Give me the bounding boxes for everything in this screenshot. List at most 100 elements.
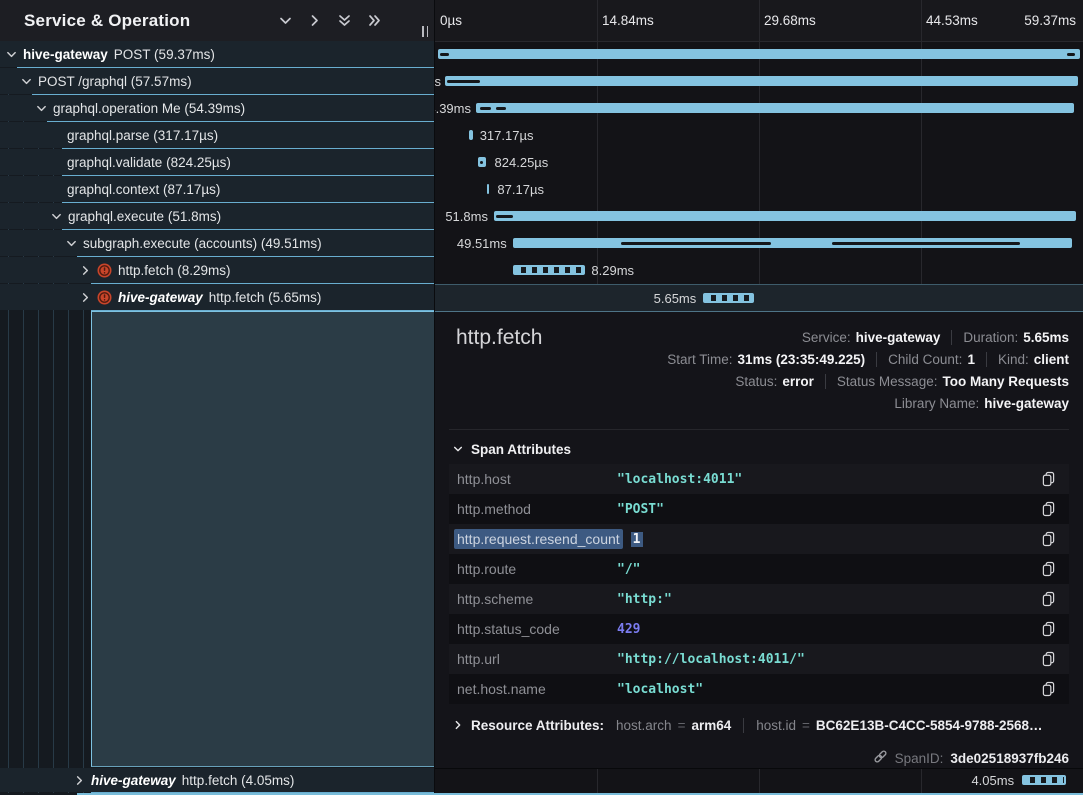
attribute-row: http.route "/"	[449, 554, 1069, 584]
expand-all-icon[interactable]	[368, 14, 382, 27]
copy-icon[interactable]	[1042, 591, 1055, 607]
span-tree-panel: Service & Operation hive-gateway POST (5…	[0, 0, 434, 795]
attribute-key: net.host.name	[457, 681, 609, 697]
chevron-down-icon[interactable]	[66, 238, 77, 249]
meta-label: Start Time:	[667, 352, 732, 367]
span-bar[interactable]	[478, 157, 486, 167]
chevron-right-icon[interactable]	[74, 775, 85, 786]
axis-tick: 44.53ms	[926, 13, 978, 28]
span-label: graphql.context (87.17µs)	[67, 182, 220, 197]
span-attributes-header[interactable]: Span Attributes	[453, 442, 571, 457]
span-bar-row: 57.57ms	[435, 68, 1083, 95]
chevron-down-icon[interactable]	[21, 76, 32, 87]
span-bar[interactable]	[476, 103, 1074, 113]
service-name: hive-gateway	[23, 47, 108, 62]
axis-tick: 59.37ms	[1024, 13, 1076, 28]
tree-row-http-fetch-selected[interactable]: hive-gateway http.fetch (5.65ms)	[0, 284, 434, 311]
meta-label: Status Message:	[837, 374, 938, 389]
span-label: http.fetch (5.65ms)	[209, 290, 322, 305]
resource-value: arm64	[691, 718, 731, 733]
span-bar-error[interactable]	[513, 265, 586, 275]
span-label: POST /graphql (57.57ms)	[38, 74, 192, 89]
span-bar-row: 87.17µs	[435, 176, 1083, 203]
copy-icon[interactable]	[1042, 651, 1055, 667]
meta-value: 1	[967, 352, 975, 367]
span-label: http.fetch (4.05ms)	[182, 773, 295, 788]
chevron-down-icon[interactable]	[36, 103, 47, 114]
span-attributes-table: http.host "localhost:4011" http.method "…	[449, 464, 1069, 704]
span-bar-error[interactable]	[1022, 775, 1066, 785]
copy-icon[interactable]	[1042, 501, 1055, 517]
duration-label: 317.17µs	[480, 128, 534, 143]
copy-icon[interactable]	[1042, 621, 1055, 637]
tree-row-graphql-parse[interactable]: graphql.parse (317.17µs)	[0, 122, 434, 149]
panel-resize-handle[interactable]	[422, 26, 428, 37]
attribute-value: "localhost"	[617, 682, 1032, 697]
span-label: graphql.validate (824.25µs)	[67, 155, 231, 170]
span-bar-error[interactable]	[703, 293, 754, 303]
collapse-all-icon[interactable]	[338, 14, 351, 28]
span-id-row: SpanID: 3de02518937fb246	[873, 749, 1069, 767]
gridline	[597, 0, 598, 41]
span-bar-row: 51.8ms	[435, 203, 1083, 230]
tree-row-post-graphql[interactable]: POST /graphql (57.57ms)	[0, 68, 434, 95]
selected-span-highlight-area[interactable]	[91, 311, 434, 767]
tree-row-graphql-context[interactable]: graphql.context (87.17µs)	[0, 176, 434, 203]
tree-row-graphql-validate[interactable]: graphql.validate (824.25µs)	[0, 149, 434, 176]
meta-value: hive-gateway	[984, 396, 1069, 411]
chevron-right-icon	[453, 718, 463, 733]
attribute-key: http.request.resend_count	[454, 529, 623, 549]
meta-label: Service:	[802, 330, 851, 345]
span-bar-row: 8.29ms	[435, 257, 1083, 284]
chevron-right-icon[interactable]	[80, 265, 91, 276]
attribute-row: net.host.name "localhost"	[449, 674, 1069, 704]
expand-one-icon[interactable]	[309, 14, 321, 27]
attribute-key: http.status_code	[457, 621, 609, 637]
copy-icon[interactable]	[1042, 531, 1055, 547]
meta-value: error	[782, 374, 814, 389]
meta-value: 5.65ms	[1023, 330, 1069, 345]
copy-icon[interactable]	[1042, 561, 1055, 577]
timeline-panel: 0µs 14.84ms 29.68ms 44.53ms 59.37ms 57.5…	[434, 0, 1083, 795]
equals-sign: =	[802, 718, 810, 733]
axis-tick: 14.84ms	[602, 13, 654, 28]
tree-row-graphql-execute[interactable]: graphql.execute (51.8ms)	[0, 203, 434, 230]
link-icon[interactable]	[873, 749, 888, 767]
tree-row-graphql-operation[interactable]: graphql.operation Me (54.39ms)	[0, 95, 434, 122]
span-attributes-title: Span Attributes	[471, 442, 571, 457]
span-bar[interactable]	[438, 49, 1081, 59]
duration-label: 51.8ms	[445, 209, 488, 224]
service-name: hive-gateway	[118, 290, 203, 305]
duration-label: 49.51ms	[457, 236, 507, 251]
chevron-down-icon[interactable]	[51, 211, 62, 222]
meta-label: Child Count:	[888, 352, 962, 367]
span-bar[interactable]	[513, 238, 1072, 248]
chevron-right-icon[interactable]	[80, 292, 91, 303]
chevron-down-icon	[453, 442, 463, 457]
span-bar-row-selected[interactable]: 5.65ms	[435, 284, 1083, 311]
attribute-key: http.scheme	[457, 591, 609, 607]
resource-attributes-row[interactable]: Resource Attributes: host.arch = arm64 h…	[453, 718, 1055, 733]
meta-value: 31ms (23:35:49.225)	[738, 352, 866, 367]
meta-value: hive-gateway	[856, 330, 941, 345]
copy-icon[interactable]	[1042, 471, 1055, 487]
error-icon	[97, 290, 112, 305]
tree-row-http-fetch-bottom[interactable]: hive-gateway http.fetch (4.05ms)	[0, 768, 434, 793]
tree-row-hive-gateway-post[interactable]: hive-gateway POST (59.37ms)	[0, 41, 434, 68]
span-bars-area: 57.57ms 54.39ms 317.17µs 82	[435, 41, 1083, 311]
tree-row-subgraph-execute[interactable]: subgraph.execute (accounts) (49.51ms)	[0, 230, 434, 257]
attribute-row: http.scheme "http:"	[449, 584, 1069, 614]
span-label: graphql.parse (317.17µs)	[67, 128, 218, 143]
span-bar[interactable]	[487, 184, 490, 194]
gridline	[921, 0, 922, 41]
span-bar[interactable]	[469, 130, 473, 140]
attribute-row-selected: http.request.resend_count 1	[449, 524, 1069, 554]
tree-row-http-fetch-1[interactable]: http.fetch (8.29ms)	[0, 257, 434, 284]
span-bar[interactable]	[494, 211, 1076, 221]
span-bar-row: 824.25µs	[435, 149, 1083, 176]
copy-icon[interactable]	[1042, 681, 1055, 697]
duration-label: 8.29ms	[591, 263, 634, 278]
span-bar[interactable]	[445, 76, 1077, 86]
chevron-down-icon[interactable]	[6, 49, 17, 60]
collapse-one-icon[interactable]	[279, 15, 292, 27]
